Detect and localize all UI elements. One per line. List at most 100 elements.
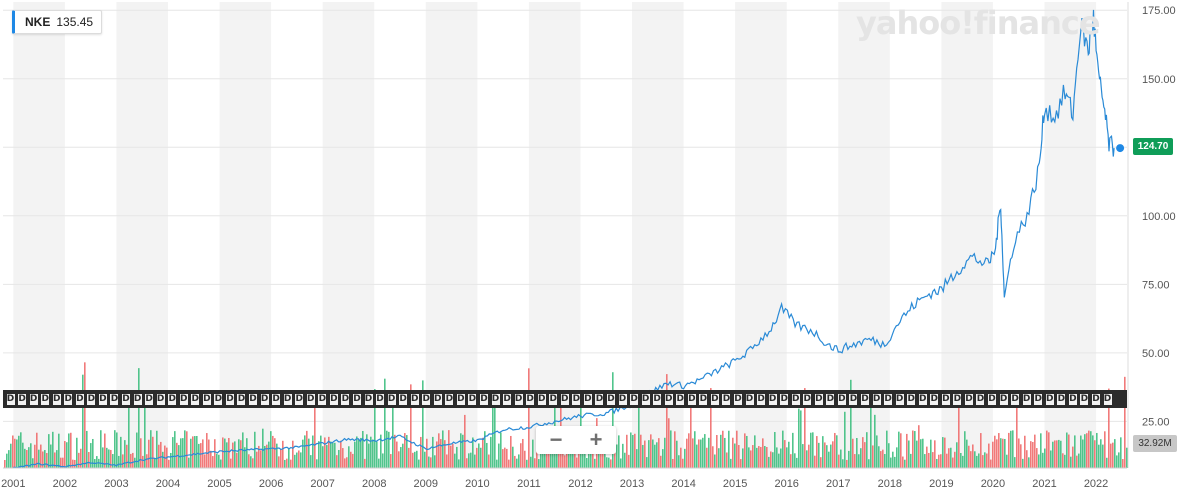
dividend-marker[interactable]: D (64, 393, 73, 405)
dividend-marker[interactable]: D (953, 393, 962, 405)
dividend-marker[interactable]: D (837, 393, 846, 405)
dividend-marker[interactable]: D (699, 393, 708, 405)
dividend-marker[interactable]: D (249, 393, 258, 405)
dividend-marker[interactable]: D (1022, 393, 1031, 405)
dividend-marker[interactable]: D (849, 393, 858, 405)
dividend-marker[interactable]: D (895, 393, 904, 405)
dividend-marker[interactable]: D (75, 393, 84, 405)
dividend-marker[interactable]: D (272, 393, 281, 405)
dividend-marker[interactable]: D (399, 393, 408, 405)
dividend-marker[interactable]: D (122, 393, 131, 405)
dividend-marker[interactable]: D (87, 393, 96, 405)
dividend-marker[interactable]: D (560, 393, 569, 405)
dividend-marker[interactable]: D (376, 393, 385, 405)
dividend-marker[interactable]: D (664, 393, 673, 405)
dividend-marker[interactable]: D (410, 393, 419, 405)
dividend-marker[interactable]: D (791, 393, 800, 405)
dividend-marker[interactable]: D (999, 393, 1008, 405)
dividend-marker[interactable]: D (687, 393, 696, 405)
dividend-marker[interactable]: D (422, 393, 431, 405)
dividend-marker[interactable]: D (445, 393, 454, 405)
dividend-marker[interactable]: D (872, 393, 881, 405)
dividend-marker[interactable]: D (1091, 393, 1100, 405)
dividend-marker[interactable]: D (52, 393, 61, 405)
dividend-marker[interactable]: D (595, 393, 604, 405)
ticker-badge[interactable]: NKE 135.45 (12, 10, 103, 34)
dividend-marker[interactable]: D (918, 393, 927, 405)
dividend-marker[interactable]: D (1080, 393, 1089, 405)
dividend-marker[interactable]: D (549, 393, 558, 405)
dividend-marker[interactable]: D (225, 393, 234, 405)
dividend-marker[interactable]: D (572, 393, 581, 405)
dividend-marker[interactable]: D (306, 393, 315, 405)
dividend-marker[interactable]: D (907, 393, 916, 405)
dividend-marker[interactable]: D (1034, 393, 1043, 405)
dividend-marker[interactable]: D (1045, 393, 1054, 405)
dividend-marker[interactable]: D (503, 393, 512, 405)
zoom-in-button[interactable]: + (589, 427, 603, 452)
dividend-marker[interactable]: D (295, 393, 304, 405)
dividend-marker[interactable]: D (1103, 393, 1112, 405)
dividend-marker[interactable]: D (202, 393, 211, 405)
dividend-marker[interactable]: D (6, 393, 15, 405)
dividend-marker[interactable]: D (861, 393, 870, 405)
dividend-marker[interactable]: D (145, 393, 154, 405)
dividend-marker[interactable]: D (41, 393, 50, 405)
dividend-marker[interactable]: D (283, 393, 292, 405)
dividend-marker[interactable]: D (98, 393, 107, 405)
dividend-marker[interactable]: D (757, 393, 766, 405)
dividend-marker[interactable]: D (722, 393, 731, 405)
dividend-marker[interactable]: D (491, 393, 500, 405)
dividend-marker[interactable]: D (168, 393, 177, 405)
dividend-marker[interactable]: D (352, 393, 361, 405)
dividend-marker[interactable]: D (537, 393, 546, 405)
dividend-marker[interactable]: D (318, 393, 327, 405)
dividend-marker[interactable]: D (329, 393, 338, 405)
dividend-marker[interactable]: D (653, 393, 662, 405)
dividend-marker[interactable]: D (768, 393, 777, 405)
zoom-out-button[interactable]: − (549, 427, 563, 452)
dividend-marker[interactable]: D (803, 393, 812, 405)
dividend-marker[interactable]: D (514, 393, 523, 405)
dividend-marker[interactable]: D (110, 393, 119, 405)
dividend-marker[interactable]: D (1057, 393, 1066, 405)
dividend-marker[interactable]: D (1068, 393, 1077, 405)
dividend-marker[interactable]: D (941, 393, 950, 405)
dividend-marker[interactable]: D (179, 393, 188, 405)
dividend-marker[interactable]: D (988, 393, 997, 405)
dividend-marker[interactable]: D (214, 393, 223, 405)
dividend-marker[interactable]: D (468, 393, 477, 405)
dividend-marker[interactable]: D (814, 393, 823, 405)
dividend-marker[interactable]: D (341, 393, 350, 405)
dividend-marker[interactable]: D (710, 393, 719, 405)
dividend-marker[interactable]: D (745, 393, 754, 405)
dividend-marker[interactable]: D (433, 393, 442, 405)
dividend-marker[interactable]: D (964, 393, 973, 405)
dividend-marker[interactable]: D (18, 393, 27, 405)
dividend-marker[interactable]: D (630, 393, 639, 405)
dividend-marker[interactable]: D (606, 393, 615, 405)
dividend-marker[interactable]: D (456, 393, 465, 405)
dividend-marker[interactable]: D (526, 393, 535, 405)
dividend-marker[interactable]: D (780, 393, 789, 405)
dividend-marker[interactable]: D (884, 393, 893, 405)
dividend-marker[interactable]: D (1011, 393, 1020, 405)
dividend-marker[interactable]: D (364, 393, 373, 405)
dividend-marker[interactable]: D (676, 393, 685, 405)
dividend-marker[interactable]: D (156, 393, 165, 405)
dividend-marker[interactable]: D (618, 393, 627, 405)
dividend-marker[interactable]: D (260, 393, 269, 405)
dividend-marker[interactable]: D (641, 393, 650, 405)
dividend-marker[interactable]: D (29, 393, 38, 405)
dividend-marker[interactable]: D (826, 393, 835, 405)
dividend-marker[interactable]: D (133, 393, 142, 405)
dividend-marker[interactable]: D (237, 393, 246, 405)
dividend-marker[interactable]: D (191, 393, 200, 405)
dividend-marker[interactable]: D (930, 393, 939, 405)
dividend-marker[interactable]: D (583, 393, 592, 405)
dividend-marker[interactable]: D (976, 393, 985, 405)
dividend-marker[interactable]: D (479, 393, 488, 405)
dividend-marker[interactable]: D (387, 393, 396, 405)
dividend-marker[interactable]: D (734, 393, 742, 405)
